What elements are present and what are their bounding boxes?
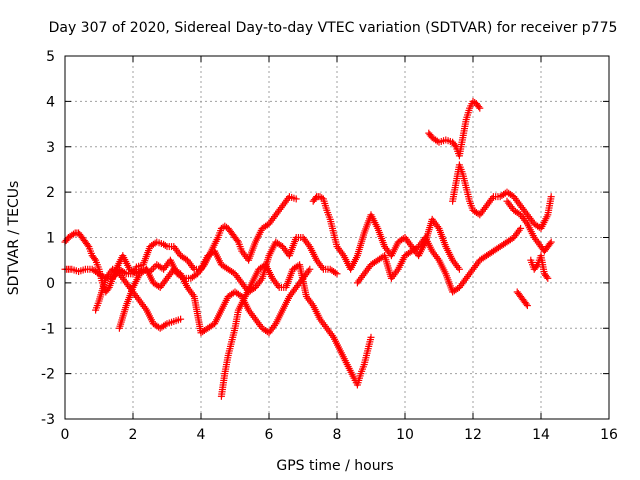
- series-track-c: [92, 265, 185, 332]
- data-point: [233, 237, 241, 245]
- data-point: [522, 300, 530, 308]
- data-point: [333, 270, 341, 278]
- data-point: [90, 255, 98, 263]
- series-track-i: [449, 161, 555, 232]
- data-point: [515, 210, 523, 218]
- data-point: [475, 103, 483, 111]
- data-point: [413, 244, 421, 252]
- data-point: [399, 235, 407, 243]
- x-axis-label: GPS time / hours: [276, 458, 393, 474]
- data-point: [161, 321, 169, 329]
- data-point: [277, 241, 285, 249]
- data-point: [161, 241, 169, 249]
- x-tick-label: 4: [197, 427, 206, 443]
- x-tick-label: 16: [600, 427, 618, 443]
- x-tick-label: 6: [265, 427, 274, 443]
- data-point: [84, 241, 92, 249]
- series-track-l: [513, 288, 531, 310]
- data-point: [543, 273, 551, 281]
- data-point: [155, 282, 162, 290]
- data-point: [158, 264, 166, 272]
- data-point: [182, 255, 190, 263]
- data-point: [263, 328, 271, 336]
- data-point: [546, 240, 554, 248]
- data-point: [229, 269, 237, 277]
- x-tick-label: 2: [129, 427, 138, 443]
- y-tick-label: 1: [46, 231, 55, 247]
- x-tick-label: 0: [61, 427, 70, 443]
- y-tick-label: 2: [46, 185, 55, 201]
- data-point: [177, 315, 185, 323]
- y-tick-label: 5: [46, 49, 55, 65]
- series-track-h: [425, 97, 484, 160]
- data-point: [474, 210, 482, 218]
- data-point: [476, 104, 484, 112]
- series-track-f: [309, 193, 463, 273]
- data-point: [292, 195, 300, 203]
- data-point: [544, 274, 552, 282]
- data-point: [547, 193, 555, 201]
- data-point: [149, 264, 157, 272]
- series-track-g: [353, 224, 525, 296]
- data-point: [331, 269, 339, 277]
- data-points: [61, 97, 555, 400]
- series-track-d: [115, 265, 314, 337]
- data-point: [508, 192, 516, 200]
- data-point: [508, 235, 516, 243]
- y-tick-label: 4: [46, 94, 55, 110]
- plot-frame: [64, 55, 610, 420]
- data-point: [454, 285, 462, 293]
- data-point: [114, 269, 122, 277]
- x-tick-label: 12: [464, 427, 482, 443]
- data-point: [70, 230, 77, 238]
- series-track-e: [217, 261, 375, 400]
- data-point: [451, 141, 459, 149]
- data-point: [455, 265, 463, 273]
- x-tick-label: 10: [396, 427, 414, 443]
- data-point: [523, 302, 531, 310]
- y-tick-label: -1: [41, 321, 55, 337]
- data-point: [263, 221, 271, 229]
- data-point: [367, 333, 375, 341]
- x-tick-label: 8: [333, 427, 342, 443]
- y-tick-label: -2: [41, 367, 55, 383]
- x-tick-label: 14: [532, 427, 550, 443]
- data-point: [532, 262, 540, 270]
- y-tick-label: -3: [41, 412, 55, 428]
- series-track-k: [527, 252, 552, 282]
- y-tick-label: 3: [46, 140, 55, 156]
- data-point: [517, 224, 525, 232]
- chart-title: Day 307 of 2020, Sidereal Day-to-day VTE…: [49, 20, 618, 36]
- y-tick-label: 0: [46, 276, 55, 292]
- series-track-j: [503, 197, 555, 255]
- data-point: [121, 269, 128, 277]
- data-point: [306, 265, 314, 273]
- data-point: [547, 238, 555, 246]
- y-axis-label: SDTVAR / TECUs: [6, 181, 22, 296]
